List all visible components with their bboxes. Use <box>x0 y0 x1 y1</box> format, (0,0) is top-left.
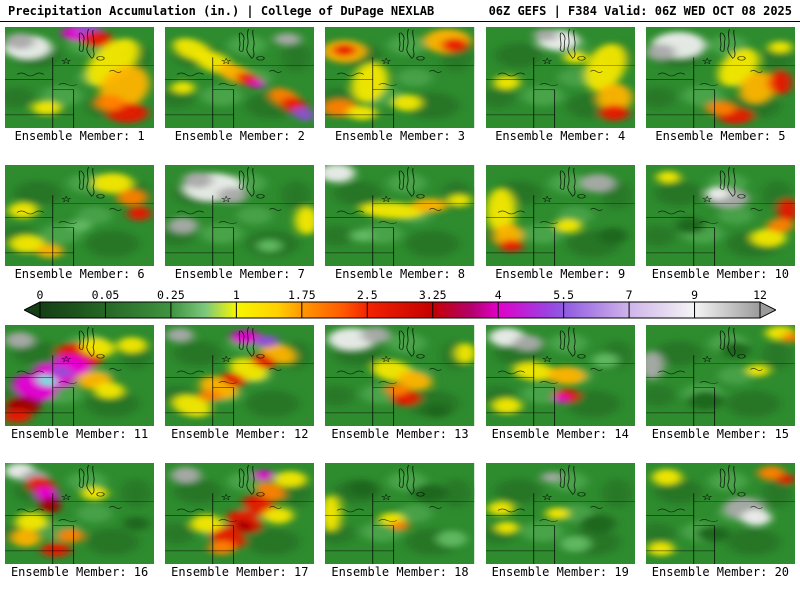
ensemble-panel: Ensemble Member: 1 <box>5 27 155 145</box>
precip-map <box>485 325 635 426</box>
ensemble-panel: Ensemble Member: 10 <box>645 165 796 283</box>
header: Precipitation Accumulation (in.) | Colle… <box>0 0 800 22</box>
precip-map <box>485 165 635 266</box>
precip-map <box>5 27 155 128</box>
ensemble-panel: Ensemble Member: 19 <box>485 463 635 581</box>
product-title: Precipitation Accumulation (in.) | Colle… <box>8 3 435 18</box>
precip-map <box>165 325 315 426</box>
ensemble-member-label: Ensemble Member: 17 <box>171 565 309 579</box>
ensemble-member-label: Ensemble Member: 1 <box>14 129 145 143</box>
ensemble-member-label: Ensemble Member: 20 <box>651 565 790 579</box>
ensemble-member-label: Ensemble Member: 7 <box>174 267 305 281</box>
precip-map <box>645 27 796 128</box>
ensemble-panel: Ensemble Member: 20 <box>645 463 796 581</box>
colorbar-tick-label: 0.05 <box>92 289 120 302</box>
ensemble-panel: Ensemble Member: 4 <box>485 27 635 145</box>
precip-map <box>325 27 475 128</box>
colorbar-tick-label: 2.5 <box>357 289 378 302</box>
ensemble-row: Ensemble Member: 6 Ensemble Member: 7 Ense… <box>0 165 800 283</box>
ensemble-rows-bottom: Ensemble Member: 11 Ensemble Member: 12 En… <box>0 325 800 581</box>
colorbar-tick-label: 1 <box>233 289 240 302</box>
precip-map <box>485 27 635 128</box>
colorbar-tick-label: 9 <box>691 289 698 302</box>
precip-map <box>165 27 315 128</box>
ensemble-panel: Ensemble Member: 15 <box>645 325 796 443</box>
ensemble-member-label: Ensemble Member: 11 <box>10 427 149 441</box>
ensemble-member-label: Ensemble Member: 15 <box>651 427 790 441</box>
colorbar-tick-label: 0.25 <box>157 289 185 302</box>
precip-map <box>645 165 796 266</box>
ensemble-member-label: Ensemble Member: 4 <box>495 129 626 143</box>
ensemble-panel: Ensemble Member: 14 <box>485 325 635 443</box>
ensemble-member-label: Ensemble Member: 5 <box>655 129 786 143</box>
precip-map <box>645 325 796 426</box>
colorbar-tick-label: 4 <box>495 289 502 302</box>
ensemble-panel: Ensemble Member: 6 <box>5 165 155 283</box>
ensemble-row: Ensemble Member: 16 Ensemble Member: 17 En… <box>0 463 800 581</box>
ensemble-member-label: Ensemble Member: 16 <box>10 565 149 579</box>
precip-map <box>325 325 475 426</box>
model-run-info: 06Z GEFS | F384 Valid: 06Z WED OCT 08 20… <box>488 3 792 18</box>
precip-ensemble-graphic: Precipitation Accumulation (in.) | Colle… <box>0 0 800 581</box>
ensemble-member-label: Ensemble Member: 18 <box>331 565 469 579</box>
precip-map <box>485 463 635 564</box>
precip-map <box>325 165 475 266</box>
ensemble-member-label: Ensemble Member: 12 <box>171 427 309 441</box>
ensemble-panel: Ensemble Member: 18 <box>325 463 475 581</box>
ensemble-member-label: Ensemble Member: 9 <box>495 267 626 281</box>
colorbar-tick-label: 1.75 <box>288 289 316 302</box>
ensemble-panel: Ensemble Member: 16 <box>5 463 155 581</box>
ensemble-rows-top: Ensemble Member: 1 Ensemble Member: 2 Ense… <box>0 27 800 283</box>
ensemble-member-label: Ensemble Member: 2 <box>174 129 305 143</box>
ensemble-panel: Ensemble Member: 3 <box>325 27 475 145</box>
precip-map <box>325 463 475 564</box>
colorbar: 0 0.05 0.25 1 1.75 2.5 3.25 4 5.5 7 9 12 <box>24 289 776 319</box>
precip-map <box>5 165 155 266</box>
ensemble-panel: Ensemble Member: 17 <box>165 463 315 581</box>
ensemble-panel: Ensemble Member: 9 <box>485 165 635 283</box>
colorbar-tick-label: 7 <box>626 289 633 302</box>
precip-map <box>5 463 155 564</box>
colorbar-tick-label: 3.25 <box>419 289 447 302</box>
precip-map <box>165 165 315 266</box>
ensemble-row: Ensemble Member: 11 Ensemble Member: 12 En… <box>0 325 800 443</box>
ensemble-row: Ensemble Member: 1 Ensemble Member: 2 Ense… <box>0 27 800 145</box>
ensemble-panel: Ensemble Member: 7 <box>165 165 315 283</box>
ensemble-member-label: Ensemble Member: 6 <box>14 267 145 281</box>
ensemble-panel: Ensemble Member: 11 <box>5 325 155 443</box>
precip-map <box>645 463 796 564</box>
ensemble-member-label: Ensemble Member: 3 <box>334 129 466 143</box>
ensemble-panel: Ensemble Member: 13 <box>325 325 475 443</box>
ensemble-panel: Ensemble Member: 5 <box>645 27 796 145</box>
ensemble-member-label: Ensemble Member: 14 <box>491 427 629 441</box>
ensemble-member-label: Ensemble Member: 19 <box>491 565 629 579</box>
ensemble-panel: Ensemble Member: 8 <box>325 165 475 283</box>
colorbar-tick-label: 0 <box>37 289 44 302</box>
ensemble-member-label: Ensemble Member: 13 <box>331 427 469 441</box>
precip-map <box>5 325 155 426</box>
ensemble-member-label: Ensemble Member: 8 <box>334 267 466 281</box>
colorbar-tick-label: 5.5 <box>553 289 574 302</box>
ensemble-panel: Ensemble Member: 2 <box>165 27 315 145</box>
colorbar-tick-label: 12 <box>753 289 767 302</box>
ensemble-panel: Ensemble Member: 12 <box>165 325 315 443</box>
ensemble-member-label: Ensemble Member: 10 <box>651 267 790 281</box>
precip-map <box>165 463 315 564</box>
colorbar-scale: 0 0.05 0.25 1 1.75 2.5 3.25 4 5.5 7 9 12 <box>24 289 776 319</box>
